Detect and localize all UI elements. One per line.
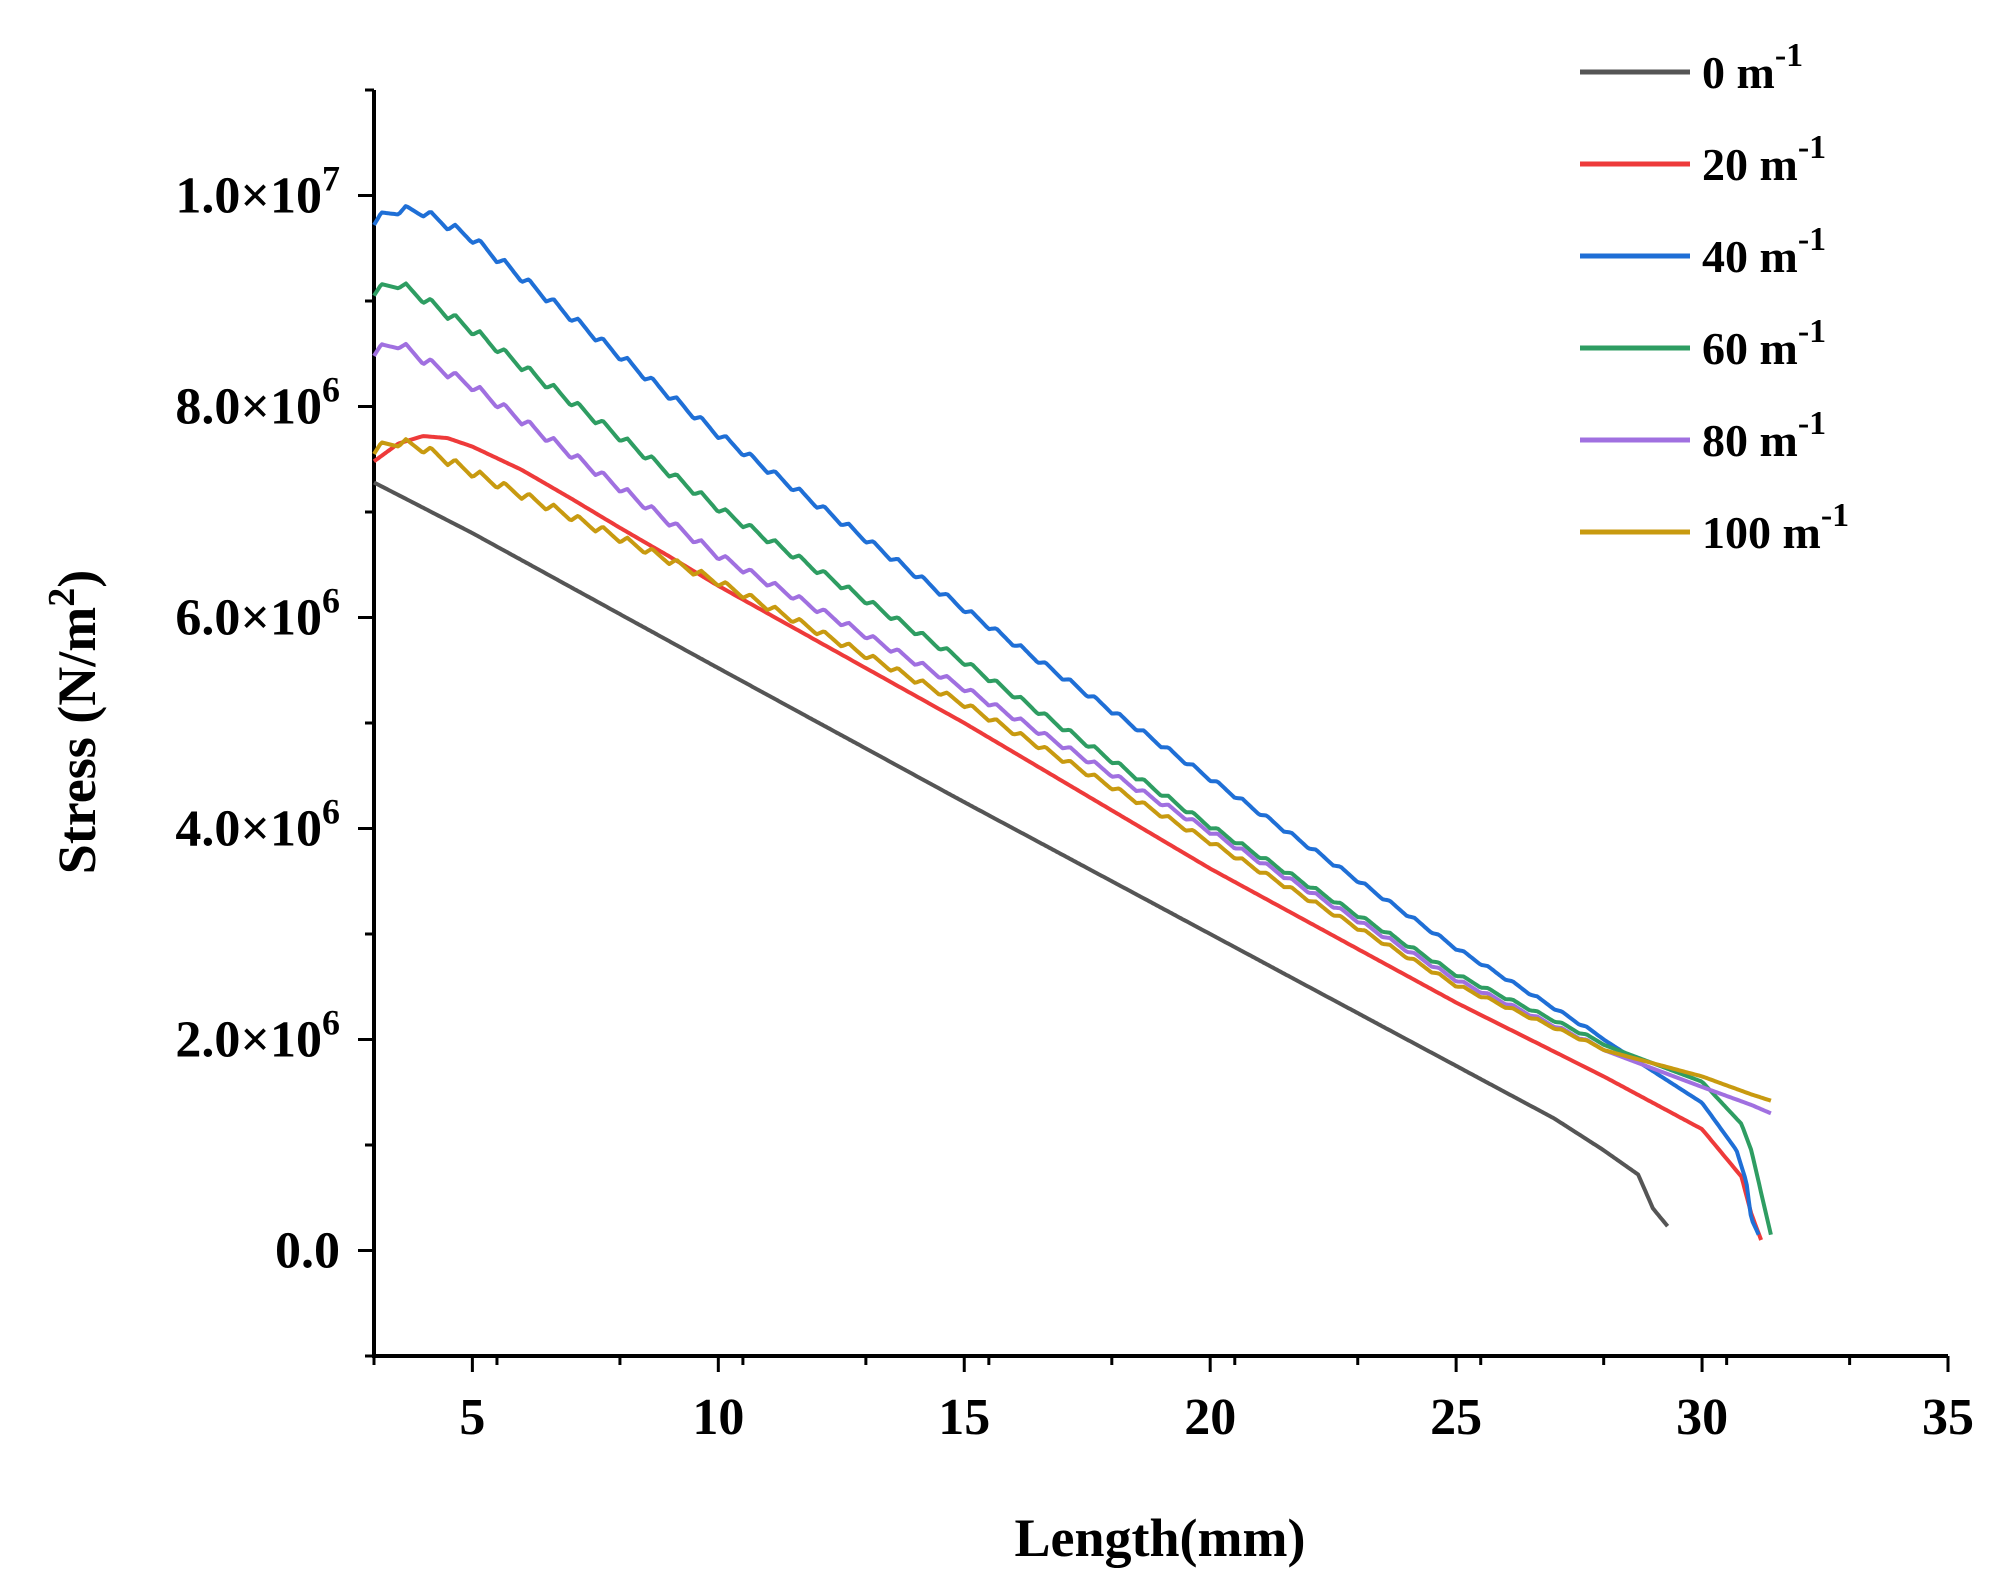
x-axis-title: Length(mm) — [1015, 1508, 1306, 1568]
y-tick-mantissa: 8.0×10 — [175, 379, 322, 436]
legend-label-name: 100 m — [1702, 507, 1821, 558]
legend-label: 20 m-1 — [1702, 129, 1826, 190]
legend-label: 0 m-1 — [1702, 37, 1803, 98]
legend-label-sup: -1 — [1798, 313, 1826, 350]
series-line — [372, 434, 1763, 1241]
y-axis-title-main: Stress (N/m — [47, 607, 107, 874]
y-axis-title: Stress (N/m2) — [41, 570, 107, 874]
y-tick-exponent: 6 — [322, 792, 340, 832]
y-axis-title-sup: 2 — [41, 588, 83, 607]
legend-label-name: 60 m — [1702, 323, 1798, 374]
y-axis-title-close: ) — [47, 570, 107, 588]
y-tick-mantissa: 2.0×10 — [175, 1012, 322, 1069]
y-tick-label: 6.0×106 — [175, 581, 340, 647]
legend-label: 80 m-1 — [1702, 405, 1826, 466]
legend-label-sup: -1 — [1798, 405, 1826, 442]
y-tick-exponent: 7 — [322, 159, 340, 199]
y-tick-label: 0.0 — [275, 1223, 340, 1280]
legend-label-name: 80 m — [1702, 415, 1798, 466]
series-line — [372, 341, 1772, 1116]
legend-label-name: 0 m — [1702, 47, 1775, 98]
y-tick-mantissa: 1.0×10 — [175, 168, 322, 225]
legend-label-sup: -1 — [1775, 37, 1803, 74]
series-line — [372, 204, 1761, 1236]
y-tick-mantissa: 0.0 — [275, 1223, 340, 1280]
legend-label-name: 20 m — [1702, 139, 1798, 190]
y-tick-label: 8.0×106 — [175, 370, 340, 436]
series-line — [372, 281, 1773, 1236]
y-tick-exponent: 6 — [322, 1003, 340, 1043]
legend-label-sup: -1 — [1798, 129, 1826, 166]
y-tick-label: 4.0×106 — [175, 792, 340, 858]
legend-label: 40 m-1 — [1702, 221, 1826, 282]
x-tick-label: 35 — [1922, 1389, 1974, 1446]
legend-label-sup: -1 — [1821, 497, 1849, 534]
x-axis-ticks: 5 10 15 20 25 30 35 — [372, 1356, 1974, 1446]
series-line — [373, 480, 1670, 1228]
y-tick-mantissa: 4.0×10 — [175, 801, 322, 858]
x-tick-label: 5 — [459, 1389, 485, 1446]
y-tick-mantissa: 6.0×10 — [175, 590, 322, 647]
x-tick-label: 15 — [938, 1389, 990, 1446]
y-tick-exponent: 6 — [322, 370, 340, 410]
legend-label-name: 40 m — [1702, 231, 1798, 282]
y-tick-label: 1.0×107 — [175, 159, 340, 225]
x-tick-label: 20 — [1184, 1389, 1236, 1446]
x-tick-label: 10 — [692, 1389, 744, 1446]
series-layer — [372, 204, 1773, 1241]
legend-label: 100 m-1 — [1702, 497, 1849, 558]
x-tick-label: 30 — [1676, 1389, 1728, 1446]
y-tick-label: 2.0×106 — [175, 1003, 340, 1069]
legend-label: 60 m-1 — [1702, 313, 1826, 374]
legend-label-sup: -1 — [1798, 221, 1826, 258]
y-tick-exponent: 6 — [322, 581, 340, 621]
x-tick-label: 25 — [1430, 1389, 1482, 1446]
series-line — [372, 437, 1772, 1103]
